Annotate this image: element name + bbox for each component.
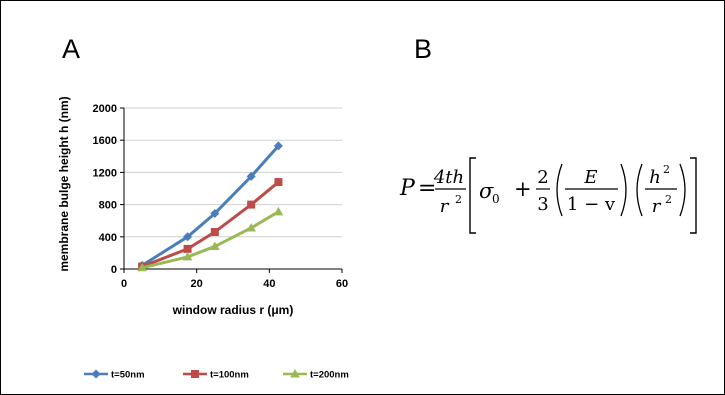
formula-equals: = <box>418 176 436 201</box>
legend-marker-t-100nm <box>191 370 199 378</box>
data-point-t-200nm <box>210 241 220 250</box>
paren-2-left <box>636 163 643 217</box>
legend: t=50nm t=100nm t=200nm <box>84 369 349 381</box>
data-point-t-200nm <box>137 262 147 272</box>
x-tick-label: 20 <box>191 278 203 290</box>
legend-label-t-200nm: t=200nm <box>310 370 349 381</box>
frac3-denominator: 1 − v <box>567 194 616 215</box>
x-tick-label: 0 <box>121 278 127 290</box>
data-point-t-100nm <box>274 178 283 187</box>
paren-1-right <box>620 163 627 217</box>
legend-marker-t-50nm <box>91 369 101 379</box>
frac2-denominator: 3 <box>537 194 548 215</box>
x-axis-title: window radius r (μm) <box>172 303 294 317</box>
left-bracket <box>469 157 476 234</box>
frac4-denominator-base: r <box>652 196 662 217</box>
data-point-t-200nm <box>246 222 256 232</box>
legend-label-t-100nm: t=100nm <box>210 370 249 381</box>
frac4-numerator-base: h <box>649 167 661 188</box>
paren-1-left <box>556 163 563 217</box>
y-tick-label: 800 <box>99 200 117 212</box>
paren-2-right <box>679 163 686 217</box>
frac4-numerator-exponent: 2 <box>663 163 670 176</box>
tick-labels: 0 400 800 1200 1600 2000 0 20 40 60 <box>93 103 349 290</box>
formula-plus: + <box>514 177 532 201</box>
panel-label-a: A <box>62 34 81 64</box>
frac1-denominator-exponent: 2 <box>455 193 462 206</box>
x-tick-label: 60 <box>336 278 348 290</box>
right-bracket <box>690 157 697 234</box>
formula-sigma-subscript: 0 <box>492 192 500 206</box>
data-point-t-50nm <box>273 141 283 151</box>
y-tick-label: 1600 <box>93 135 117 147</box>
frac3-numerator: E <box>583 167 597 188</box>
legend-label-t-50nm: t=50nm <box>111 370 145 381</box>
data-point-t-100nm <box>247 200 256 209</box>
y-tick-label: 0 <box>111 264 117 276</box>
y-axis-title: membrane bulge height h (nm) <box>57 96 71 271</box>
y-tick-label: 1200 <box>93 167 117 179</box>
data-point-t-100nm <box>210 227 219 236</box>
data-point-t-200nm <box>182 251 193 261</box>
series-layer <box>137 141 284 272</box>
formula-sigma: σ <box>479 179 494 203</box>
frac4-denominator-exponent: 2 <box>665 193 672 206</box>
x-tick-label: 40 <box>263 278 275 290</box>
data-point-t-200nm <box>273 206 284 216</box>
data-point-t-50nm <box>210 208 220 218</box>
panel-label-b: B <box>414 34 433 64</box>
data-point-t-50nm <box>246 171 256 181</box>
axes <box>120 107 343 273</box>
legend-marker-t-200nm <box>290 369 300 378</box>
frac1-numerator: 4th <box>433 167 464 188</box>
data-point-t-50nm <box>183 232 193 242</box>
y-tick-label: 2000 <box>93 103 117 115</box>
y-tick-label: 400 <box>99 232 117 244</box>
frac2-numerator: 2 <box>537 167 548 188</box>
data-point-t-100nm <box>183 244 192 253</box>
frac1-denominator-base: r <box>440 196 450 217</box>
formula-lhs: P <box>399 176 416 201</box>
gridlines <box>124 107 342 238</box>
